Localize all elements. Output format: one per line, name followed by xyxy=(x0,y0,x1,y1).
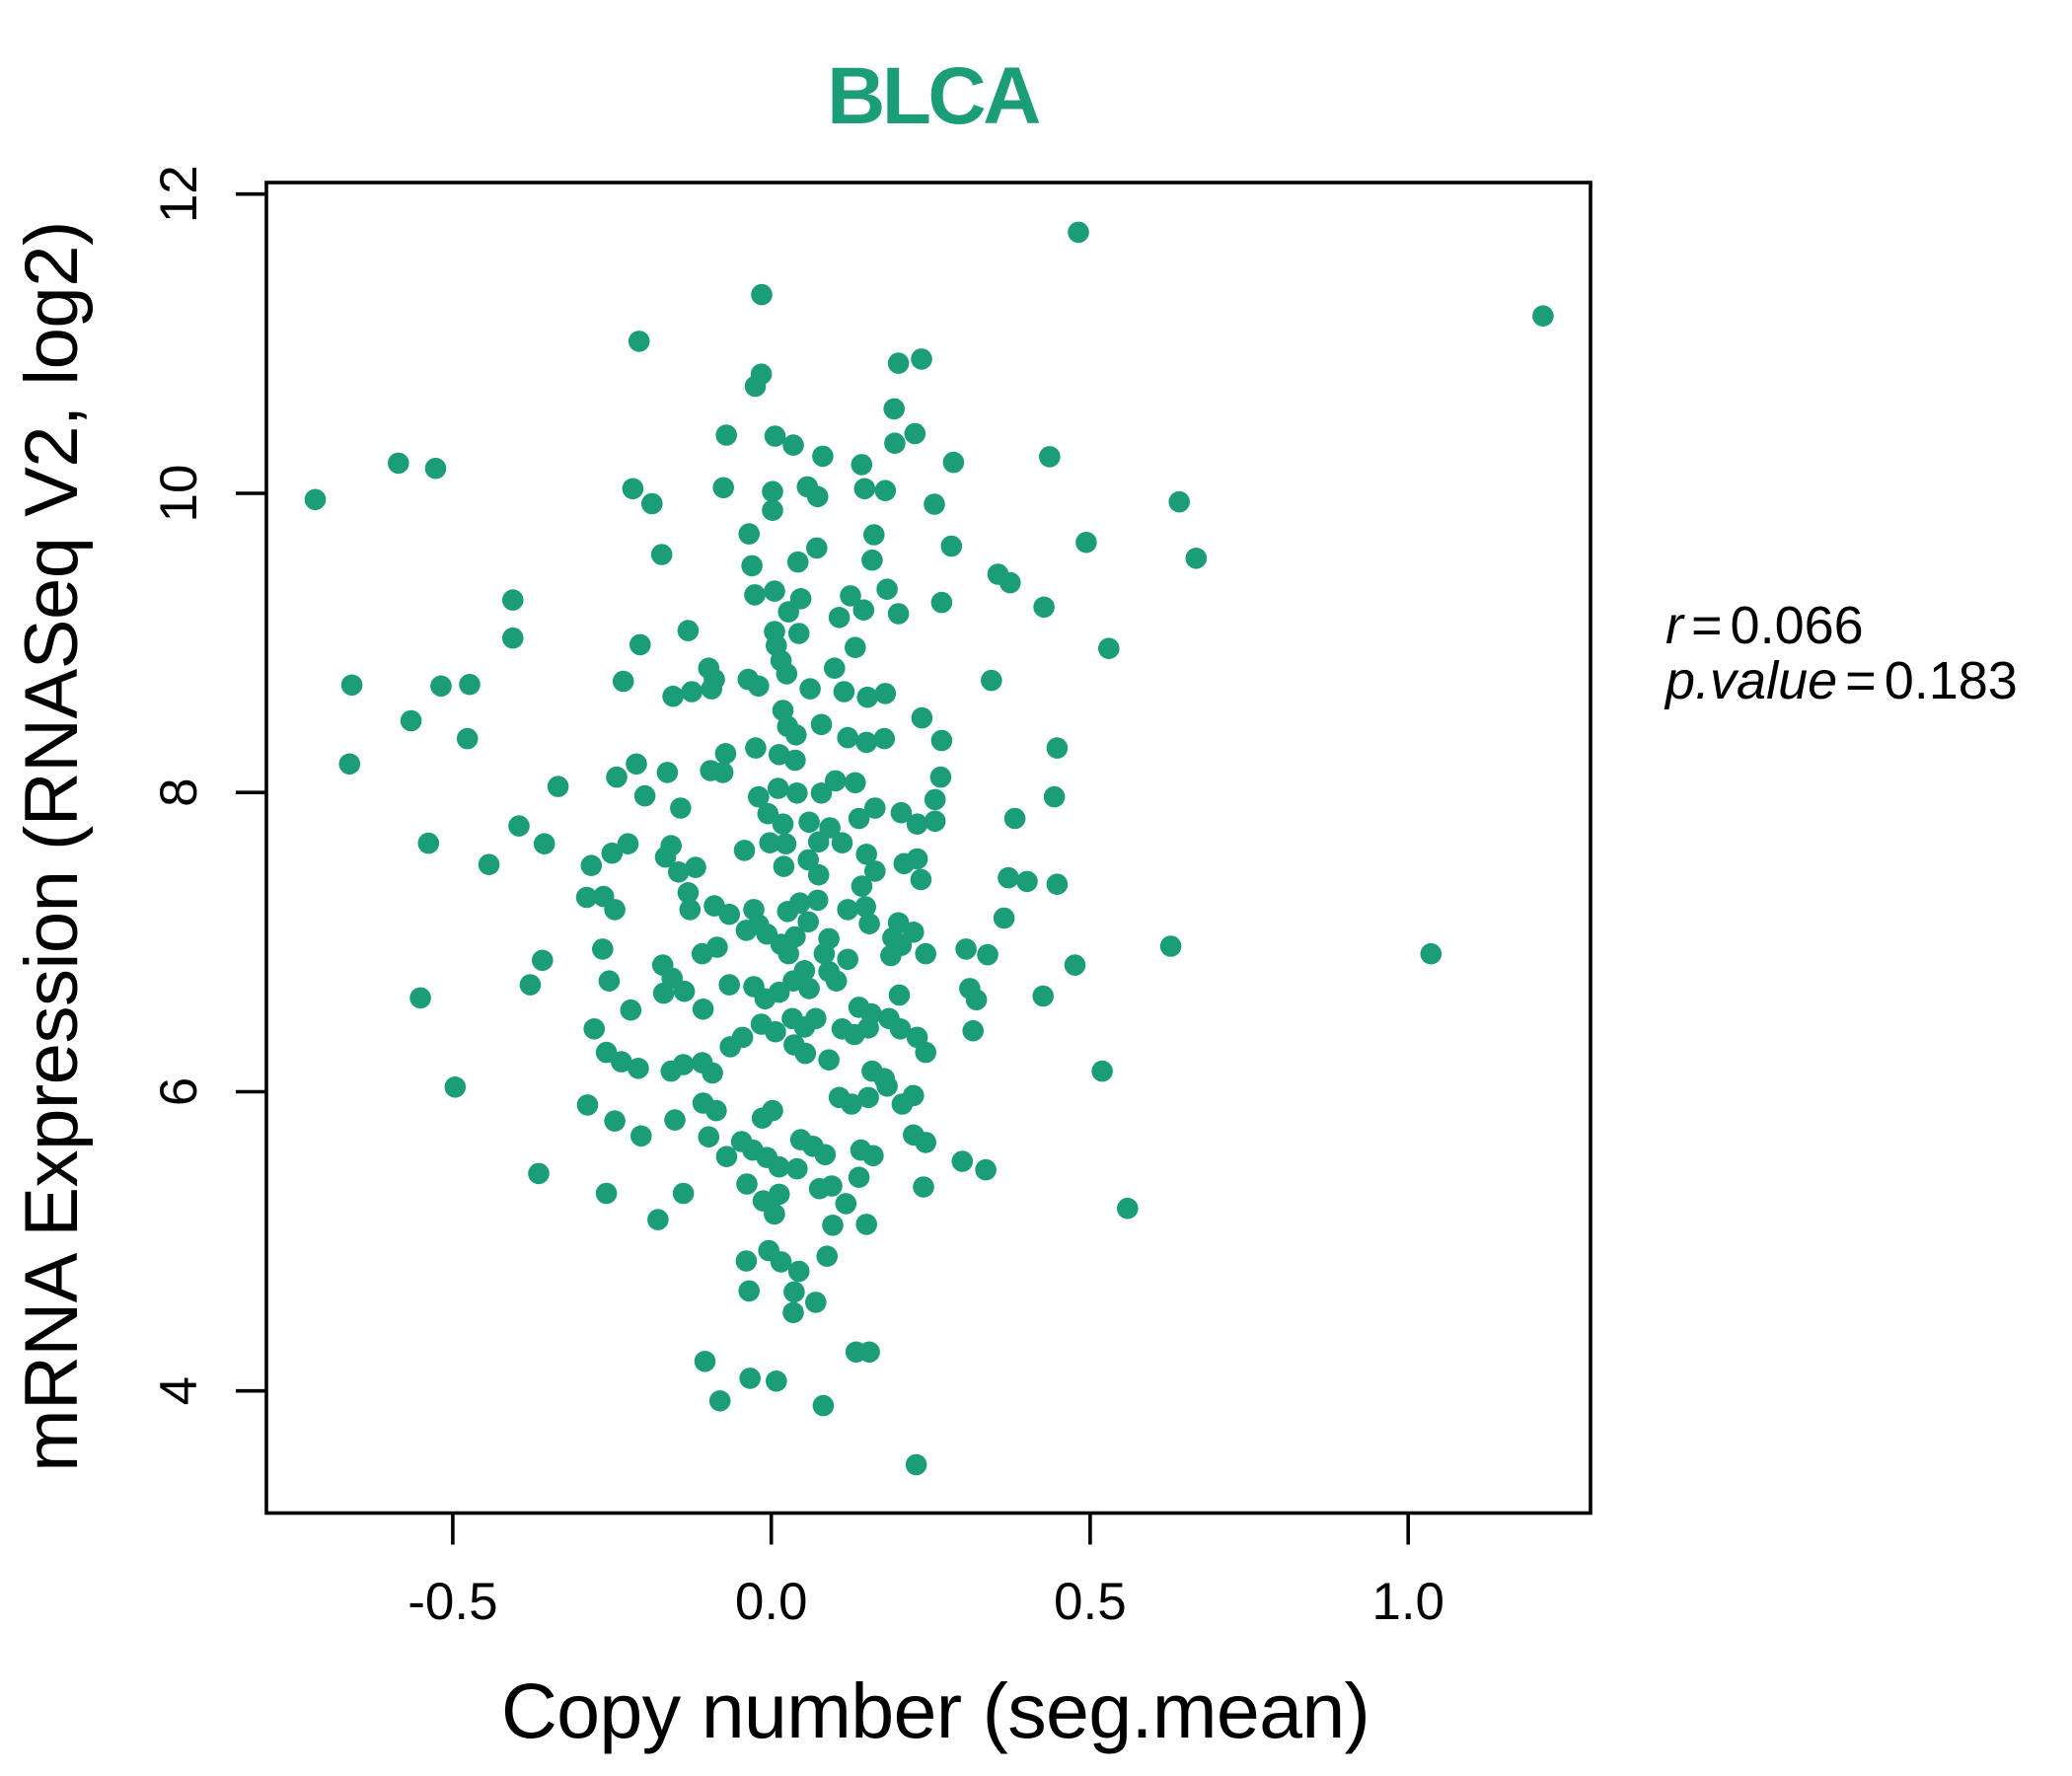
svg-text:12: 12 xyxy=(150,165,208,223)
svg-text:6: 6 xyxy=(150,1077,208,1106)
svg-text:r=0.066: r = 0.066 xyxy=(1665,596,1864,655)
svg-text:p.value=0.183: p.value = 0.183 xyxy=(1664,651,2018,710)
svg-text:mRNA Expression (RNASeq V2, lo: mRNA Expression (RNASeq V2, log2) xyxy=(10,221,94,1472)
svg-text:0.0: 0.0 xyxy=(735,1573,808,1631)
svg-text:BLCA: BLCA xyxy=(827,51,1040,141)
svg-text:Copy number (seg.mean): Copy number (seg.mean) xyxy=(501,1666,1369,1754)
svg-text:1.0: 1.0 xyxy=(1371,1573,1444,1631)
svg-text:-0.5: -0.5 xyxy=(407,1573,497,1631)
svg-text:4: 4 xyxy=(150,1376,208,1405)
svg-text:0.5: 0.5 xyxy=(1054,1573,1127,1631)
svg-text:10: 10 xyxy=(150,465,208,523)
svg-text:8: 8 xyxy=(150,777,208,806)
